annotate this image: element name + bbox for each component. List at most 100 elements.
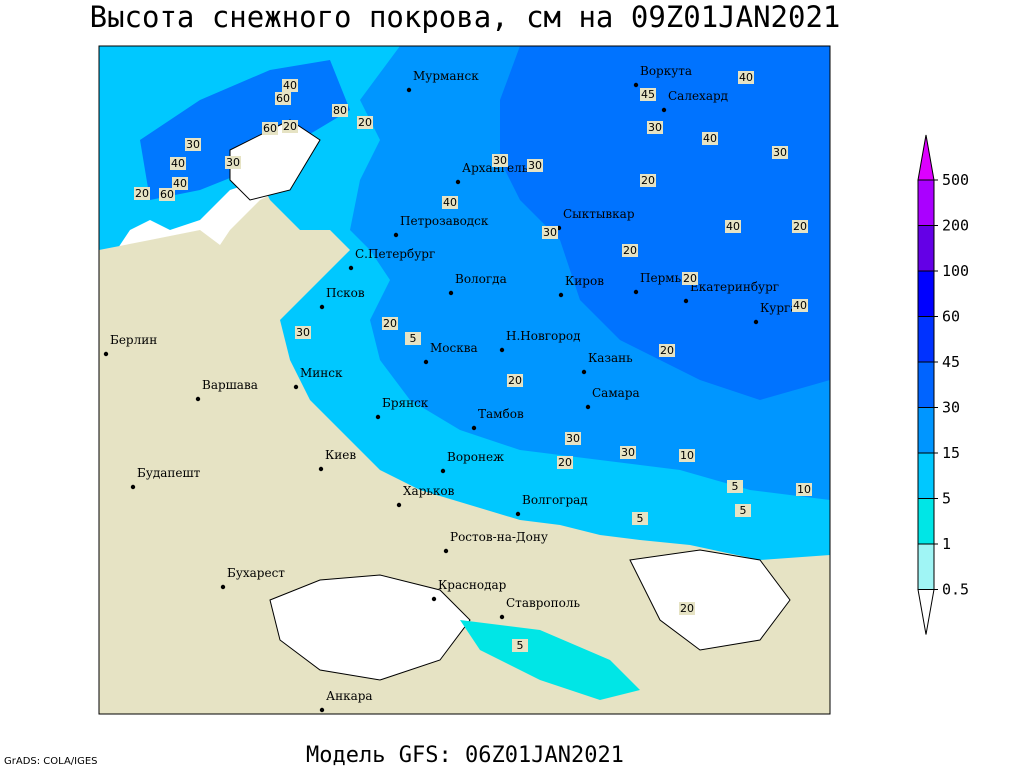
city-label: Салехард (668, 89, 728, 103)
contour-label-bg (622, 244, 638, 257)
contour-label: 60 (160, 188, 174, 201)
contour-label-bg (796, 483, 812, 496)
city-dot (103, 351, 109, 357)
contour-label-bg (632, 512, 648, 525)
city-label: Краснодар (438, 578, 507, 592)
city-dot (130, 484, 136, 490)
city-label: Брянск (382, 396, 429, 410)
contour-label-bg (679, 449, 695, 462)
city-dot (440, 468, 446, 474)
contour-label-bg (170, 157, 186, 170)
legend-swatch (917, 316, 935, 363)
contour-label: 40 (793, 299, 807, 312)
city-dot (581, 369, 587, 375)
city-dot (633, 82, 639, 88)
city-label: Архангельск (462, 161, 543, 175)
contour-label-bg (640, 174, 656, 187)
contour-label: 80 (333, 104, 347, 117)
contour-label: 5 (410, 332, 417, 345)
city-label: Будапешт (137, 466, 201, 480)
contour-label-bg (679, 602, 695, 615)
contour-label: 40 (171, 157, 185, 170)
city-dot (396, 502, 402, 508)
contour-label: 40 (739, 71, 753, 84)
contour-label: 20 (383, 317, 397, 330)
city-label: Мурманск (413, 69, 479, 83)
city-label: Сыктывкар (563, 207, 635, 221)
city-label: Ростов-на-Дону (450, 530, 548, 544)
city-dot (515, 511, 521, 517)
legend-swatch (917, 543, 935, 590)
city-dot (319, 707, 325, 713)
contour-label-bg (507, 374, 523, 387)
contour-label: 30 (528, 159, 542, 172)
contour-label: 30 (648, 121, 662, 134)
contour-label: 5 (740, 504, 747, 517)
contour-label-bg (512, 639, 528, 652)
contour-label-bg (659, 344, 675, 357)
contour-label-bg (792, 299, 808, 312)
city-label: Вологда (455, 272, 507, 286)
city-label: Петрозаводск (400, 214, 489, 228)
legend-label: 1 (942, 535, 951, 553)
city-label: Харьков (403, 484, 455, 498)
legend-swatch (917, 361, 935, 408)
map-frame (98, 45, 831, 715)
city-dot (375, 414, 381, 420)
city-label: Анкара (326, 689, 373, 703)
legend-tip (917, 134, 935, 181)
land (99, 230, 240, 320)
snow-area (500, 46, 830, 400)
contour-label: 30 (186, 138, 200, 151)
contour-label-bg (492, 154, 508, 167)
legend-swatch (917, 270, 935, 317)
city-dot (661, 107, 667, 113)
contour-label: 5 (637, 512, 644, 525)
contour-label: 20 (680, 602, 694, 615)
city-dot (318, 466, 324, 472)
city-label: Волгоград (522, 493, 588, 507)
city-label: Минск (300, 366, 343, 380)
city-label: Бухарест (227, 566, 285, 580)
contour-label-bg (332, 104, 348, 117)
legend-swatch (917, 452, 935, 499)
snow-area (140, 60, 350, 200)
contour-label: 20 (135, 187, 149, 200)
contour-label-bg (295, 326, 311, 339)
city-label: Киев (325, 448, 356, 462)
contour-label-bg (792, 220, 808, 233)
legend-swatch (917, 179, 935, 226)
city-dot (393, 232, 399, 238)
city-label: Н.Новгород (506, 329, 581, 343)
credit: GrADS: COLA/IGES (4, 756, 98, 767)
contour-label-bg (735, 504, 751, 517)
city-label: Воронеж (447, 450, 504, 464)
contour-label-bg (282, 120, 298, 133)
contour-label: 20 (683, 272, 697, 285)
model-label: Модель GFS: 06Z01JAN2021 (306, 743, 624, 768)
contour-label-bg (640, 88, 656, 101)
city-label: Москва (430, 341, 478, 355)
contour-label: 30 (621, 446, 635, 459)
city-dot (319, 304, 325, 310)
contour-label: 20 (358, 116, 372, 129)
contour-label: 10 (797, 483, 811, 496)
legend-label: 0.5 (942, 581, 969, 599)
legend-swatch (917, 498, 935, 545)
city-dot (558, 292, 564, 298)
contour-label: 30 (226, 156, 240, 169)
contour-label: 30 (543, 226, 557, 239)
city-dot (423, 359, 429, 365)
contour-label: 30 (773, 146, 787, 159)
legend-label: 500 (942, 171, 969, 189)
contour-label: 20 (793, 220, 807, 233)
city-label: Воркута (640, 64, 692, 78)
contour-label-bg (442, 196, 458, 209)
contour-label-bg (557, 456, 573, 469)
city-label: Ставрополь (506, 596, 580, 610)
contour-label: 5 (732, 480, 739, 493)
contour-label: 20 (641, 174, 655, 187)
contour-label-bg (134, 187, 150, 200)
